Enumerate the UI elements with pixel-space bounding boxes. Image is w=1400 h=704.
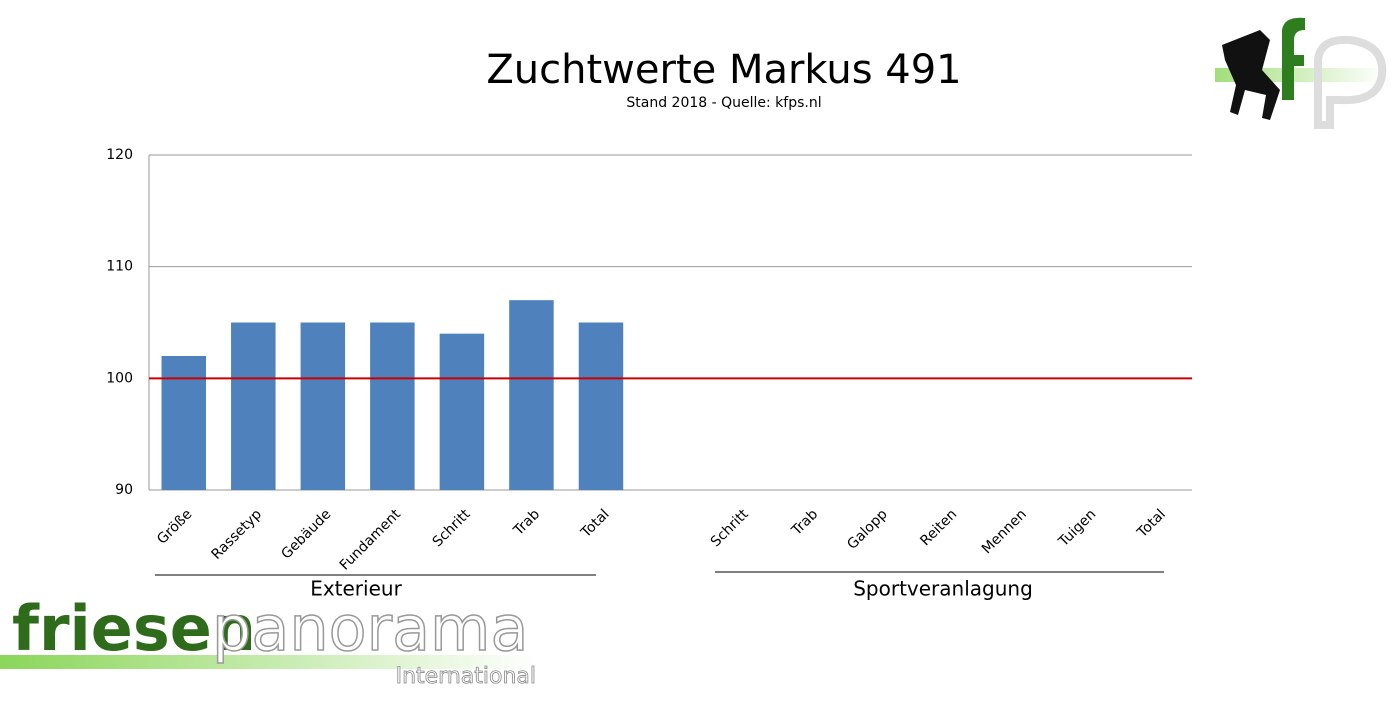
bar bbox=[231, 322, 276, 490]
x-tick-label: Schritt bbox=[708, 506, 752, 550]
x-tick-label: Mennen bbox=[979, 506, 1030, 557]
y-tick-label: 120 bbox=[106, 147, 133, 163]
brand-logo: friesen panorama International bbox=[0, 591, 540, 689]
x-tick-label: Fundament bbox=[337, 506, 405, 574]
bar bbox=[161, 356, 207, 490]
x-tick-label: Total bbox=[577, 506, 612, 541]
y-tick-label: 110 bbox=[106, 259, 133, 275]
x-tick-label: Schritt bbox=[430, 506, 474, 550]
bar bbox=[300, 322, 346, 490]
brand-name: friesen bbox=[12, 592, 256, 665]
group-label: Sportveranlagung bbox=[853, 577, 1033, 601]
x-tick-label: Trab bbox=[510, 506, 543, 539]
bar bbox=[439, 333, 485, 490]
x-tick-label: Tuigen bbox=[1055, 506, 1099, 550]
x-tick-label: Trab bbox=[788, 506, 821, 539]
y-tick-label: 100 bbox=[106, 370, 133, 386]
x-tick-label: Gebäude bbox=[278, 506, 334, 562]
chart-subtitle: Stand 2018 - Quelle: kfps.nl bbox=[626, 95, 821, 111]
bar bbox=[578, 322, 624, 490]
chart-title: Zuchtwerte Markus 491 bbox=[486, 47, 961, 93]
group-label: Exterieur bbox=[310, 577, 402, 601]
bar bbox=[370, 322, 415, 490]
x-tick-label: Total bbox=[1134, 506, 1169, 541]
x-tick-label: Reiten bbox=[917, 506, 960, 549]
x-tick-label: Größe bbox=[154, 506, 195, 547]
kfp-logo bbox=[1215, 17, 1387, 129]
y-tick-label: 90 bbox=[115, 482, 133, 498]
bar bbox=[509, 300, 554, 490]
x-tick-label: Rassetyp bbox=[208, 506, 265, 563]
brand-name: panorama bbox=[212, 592, 528, 665]
x-tick-label: Galopp bbox=[844, 506, 891, 553]
brand-subtitle: International bbox=[396, 664, 536, 689]
